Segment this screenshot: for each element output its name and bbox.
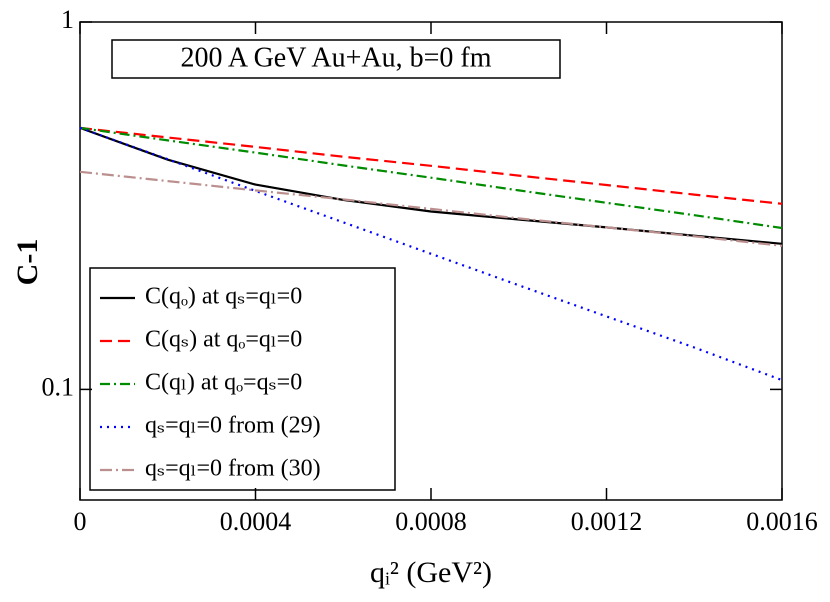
x-axis-label: qᵢ² (GeV²) <box>370 556 492 589</box>
legend-label: C(qₒ) at qₛ=qₗ=0 <box>145 284 302 310</box>
legend-box <box>89 267 396 491</box>
x-tick-label: 0.0012 <box>571 507 643 536</box>
legend-label: qₛ=qₗ=0 from (30) <box>145 456 321 482</box>
x-tick-label: 0 <box>74 507 87 536</box>
x-tick-label: 0.0016 <box>746 507 818 536</box>
series-line <box>79 170 783 247</box>
series-line <box>79 126 783 230</box>
series-line <box>79 126 783 245</box>
y-tick-label: 1 <box>61 5 74 34</box>
legend-label: C(qₛ) at qₒ=qₗ=0 <box>145 327 302 353</box>
y-tick-label: 0.1 <box>42 372 75 401</box>
x-tick-label: 0.0004 <box>220 507 292 536</box>
y-axis-label: C-1 <box>11 239 44 286</box>
annotation-box <box>111 39 561 79</box>
x-tick-label: 0.0008 <box>395 507 467 536</box>
annotation: 200 A GeV Au+Au, b=0 fm <box>180 42 491 73</box>
series-line <box>79 126 783 382</box>
legend-label: C(qₗ) at qₒ=qₛ=0 <box>145 370 302 396</box>
legend-label: qₛ=qₗ=0 from (29) <box>145 413 321 439</box>
series-line <box>79 126 783 205</box>
